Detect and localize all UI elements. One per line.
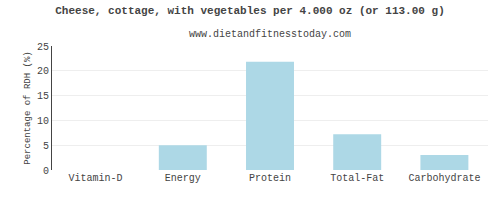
svg-text:Protein: Protein <box>249 173 291 184</box>
svg-text:Total-Fat: Total-Fat <box>330 173 384 184</box>
svg-text:Percentage of RDH (%): Percentage of RDH (%) <box>23 51 33 164</box>
svg-text:25: 25 <box>37 42 49 53</box>
svg-text:5: 5 <box>43 141 49 152</box>
svg-text:Cheese, cottage, with vegetabl: Cheese, cottage, with vegetables per 4.0… <box>55 5 444 17</box>
svg-text:Vitamin-D: Vitamin-D <box>69 173 123 184</box>
svg-text:20: 20 <box>37 66 49 77</box>
svg-text:Carbohydrate: Carbohydrate <box>408 173 480 184</box>
svg-text:15: 15 <box>37 91 49 102</box>
svg-text:10: 10 <box>37 116 49 127</box>
svg-text:www.dietandfitnesstoday.com: www.dietandfitnesstoday.com <box>189 29 351 40</box>
svg-text:Energy: Energy <box>165 173 201 184</box>
svg-text:0: 0 <box>43 166 49 177</box>
